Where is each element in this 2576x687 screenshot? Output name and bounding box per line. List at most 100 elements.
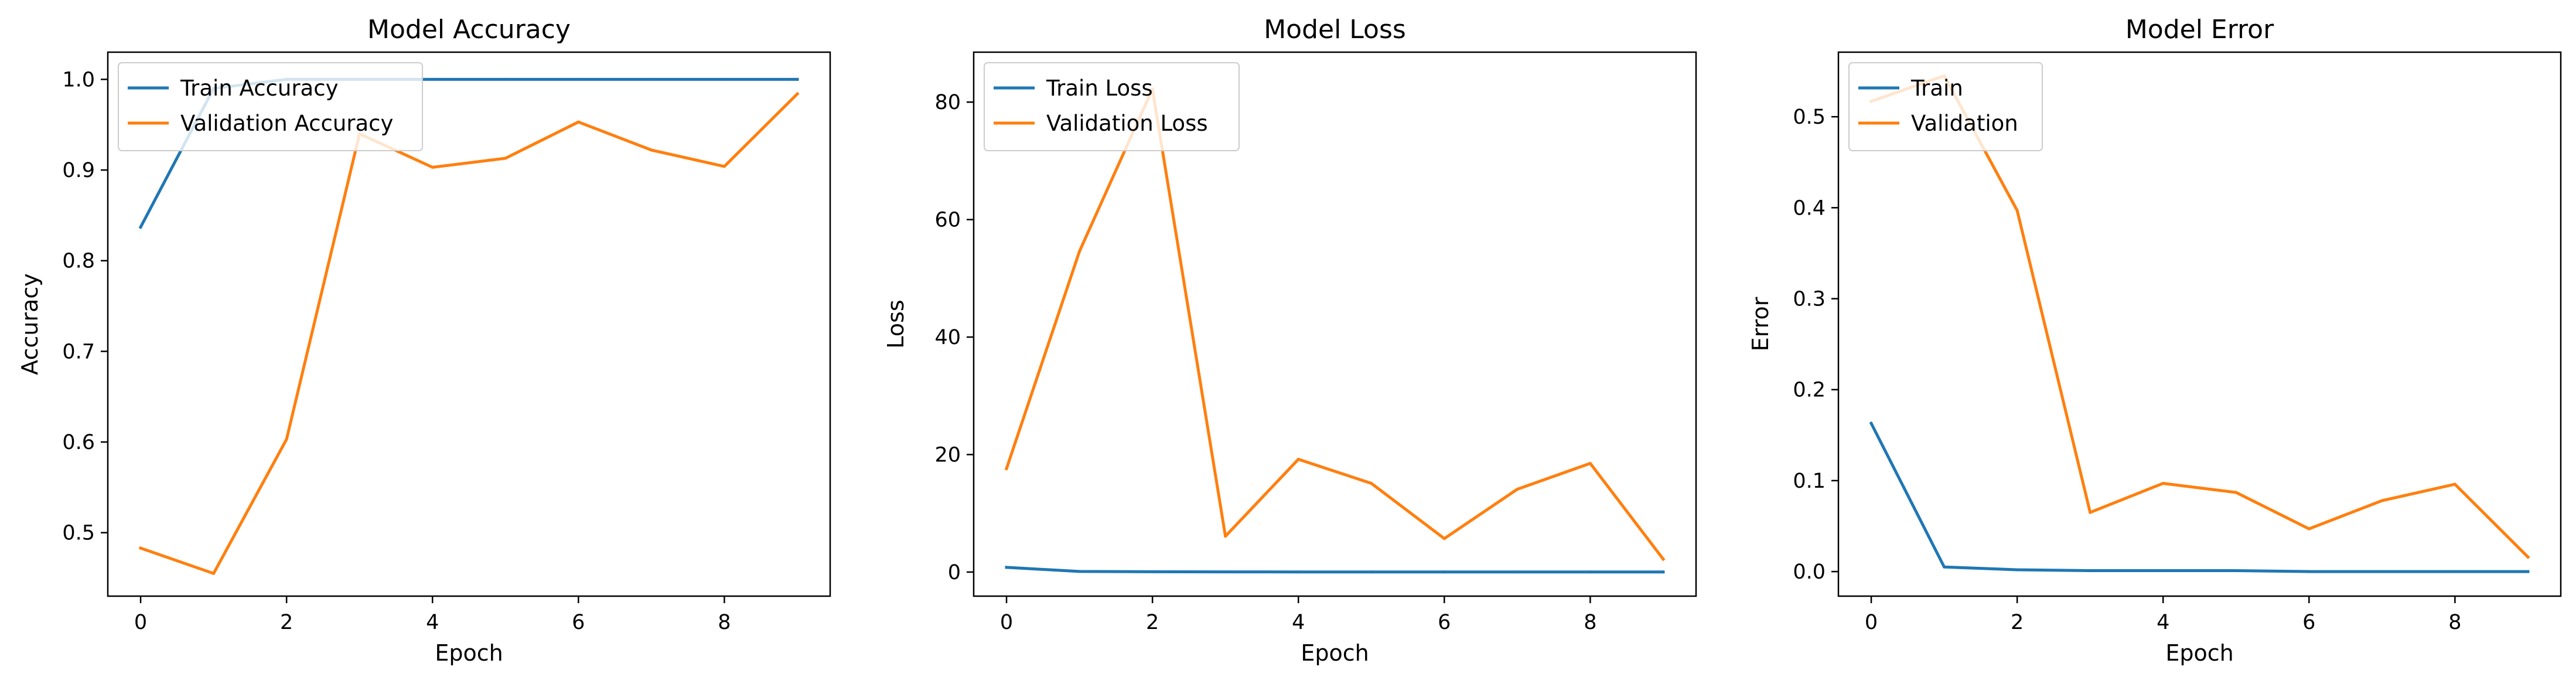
error-x-tick-label: 6 <box>2302 611 2315 634</box>
accuracy-y-tick-label: 0.5 <box>62 522 95 545</box>
error-legend-label-validation: Validation <box>1911 111 2018 136</box>
loss-series-train-loss-point <box>1442 570 1446 574</box>
error-series-validation-point <box>2526 555 2530 559</box>
error-y-tick-label: 0.5 <box>1793 106 1826 129</box>
accuracy-y-tick-label: 0.7 <box>62 340 95 363</box>
accuracy-x-axis-label: Epoch <box>435 640 503 666</box>
loss-series-train-loss-point <box>1151 570 1154 573</box>
loss-series-train-loss-line <box>1005 566 1665 574</box>
accuracy-x-tick-label: 2 <box>280 611 293 634</box>
loss-chart-title: Model Loss <box>1264 15 1406 45</box>
accuracy-series-train-accuracy-point <box>576 77 580 81</box>
accuracy-series-validation-accuracy-point <box>431 165 434 169</box>
accuracy-series-validation-accuracy-point <box>212 572 216 575</box>
loss-y-tick-label: 80 <box>934 91 961 114</box>
loss-y-tick-label: 20 <box>934 443 961 467</box>
loss-series-validation-loss-line <box>1004 87 1666 562</box>
error-series-train-point <box>2380 570 2384 573</box>
loss-x-axis-label: Epoch <box>1301 640 1369 666</box>
accuracy-series-train-accuracy-point <box>431 77 434 81</box>
loss-series-validation-loss-point <box>1078 250 1081 253</box>
accuracy-y-tick-label: 0.6 <box>62 431 95 454</box>
error-series-validation-point <box>2380 499 2384 502</box>
accuracy-y-axis-label: Accuracy <box>17 273 43 375</box>
error-y-axis-label: Error <box>1748 297 1773 351</box>
loss-legend-box <box>984 62 1240 151</box>
accuracy-legend-label-train-accuracy: Train Accuracy <box>180 76 338 101</box>
error-x-tick-label: 0 <box>1865 611 1878 634</box>
error-legend-box <box>1848 62 2043 151</box>
loss-x-tick-label: 8 <box>1584 611 1596 634</box>
loss-y-tick-label: 40 <box>934 326 961 349</box>
error-y-tick-label: 0.1 <box>1793 470 1826 493</box>
loss-y-tick-label: 60 <box>934 209 961 232</box>
loss-legend-label-train-loss: Train Loss <box>1046 76 1153 101</box>
loss-series-validation-loss-point <box>1661 557 1665 561</box>
loss-series-validation-loss-point <box>1442 537 1446 540</box>
accuracy-series-validation-accuracy-line <box>138 91 800 575</box>
accuracy-legend: Train Accuracy Validation Accuracy <box>118 62 423 151</box>
accuracy-series-train-accuracy-point <box>722 77 726 81</box>
accuracy-y-tick-label: 0.8 <box>62 250 95 273</box>
loss-series-validation-loss-point <box>1224 535 1227 538</box>
accuracy-chart-panel: Model Accuracy 0 2 4 6 8 0.5 0.6 0.7 0.8 0.9 1.0 Epo… <box>17 15 831 666</box>
error-series-train-point <box>2453 570 2456 573</box>
accuracy-series-validation-accuracy-point <box>504 157 507 160</box>
accuracy-series-validation-accuracy-point <box>650 148 653 152</box>
loss-series-train-loss-point <box>1588 570 1592 574</box>
accuracy-series-validation-accuracy-point <box>139 546 142 550</box>
error-x-axis-label: Epoch <box>2165 640 2233 666</box>
error-x-tick-label: 8 <box>2448 611 2461 634</box>
accuracy-x-tick-label: 0 <box>134 611 147 634</box>
error-chart-title: Model Error <box>2125 15 2274 45</box>
loss-series-validation-loss-point <box>1370 482 1373 485</box>
loss-y-axis-label: Loss <box>883 300 909 348</box>
error-y-tick-label: 0.0 <box>1793 560 1826 584</box>
accuracy-x-tick-label: 6 <box>572 611 585 634</box>
accuracy-series-train-accuracy-point <box>650 77 653 81</box>
loss-series-train-loss-point <box>1078 570 1081 573</box>
loss-legend: Train Loss Validation Loss <box>984 62 1240 151</box>
error-y-tick-label: 0.3 <box>1793 288 1826 311</box>
loss-y-tick-label: 0 <box>948 561 961 584</box>
accuracy-legend-box <box>118 62 423 151</box>
error-y-tick-label: 0.2 <box>1793 379 1826 402</box>
loss-series-validation-loss-point <box>1588 462 1592 465</box>
error-series-validation-point <box>2453 482 2456 486</box>
error-series-train-line <box>1869 421 2530 573</box>
loss-x-tick-label: 6 <box>1438 611 1451 634</box>
error-series-validation-point <box>2307 527 2311 530</box>
error-series-train-point <box>1869 421 1873 425</box>
accuracy-series-validation-accuracy-point <box>576 120 580 124</box>
loss-x-tick-label: 0 <box>1000 611 1013 634</box>
accuracy-axes-frame <box>107 51 831 597</box>
accuracy-legend-label-validation-accuracy: Validation Accuracy <box>180 111 393 136</box>
loss-series-validation-loss-point <box>1005 467 1008 470</box>
loss-series-train-loss-point <box>1296 570 1300 574</box>
accuracy-series-train-accuracy-point <box>504 77 507 81</box>
accuracy-y-tick-label: 0.9 <box>62 159 95 182</box>
error-axes-frame <box>1837 51 2562 597</box>
accuracy-series-validation-accuracy-point <box>722 165 726 168</box>
loss-series-validation-loss-point <box>1296 458 1300 461</box>
error-series-train-point <box>2234 569 2238 572</box>
accuracy-series-train-accuracy-point <box>139 226 142 229</box>
error-series-train-point <box>2307 570 2311 573</box>
accuracy-series-train-accuracy-point <box>796 77 799 81</box>
accuracy-chart-title: Model Accuracy <box>367 15 571 45</box>
accuracy-series-validation-accuracy-point <box>285 437 288 441</box>
loss-series-train-loss-point <box>1516 570 1519 574</box>
loss-series-train-loss-point <box>1005 566 1008 569</box>
loss-legend-label-validation-loss: Validation Loss <box>1046 111 1208 136</box>
error-series-validation-point <box>2089 511 2092 514</box>
error-x-tick-label: 2 <box>2011 611 2024 634</box>
error-series-validation-point <box>2234 491 2238 494</box>
error-series-train-point <box>1943 565 1946 569</box>
error-series-validation-point <box>2015 209 2019 212</box>
error-y-tick-label: 0.4 <box>1793 196 1826 220</box>
loss-series-train-loss-point <box>1224 570 1227 574</box>
loss-x-tick-label: 4 <box>1292 611 1305 634</box>
loss-x-tick-label: 2 <box>1146 611 1159 634</box>
